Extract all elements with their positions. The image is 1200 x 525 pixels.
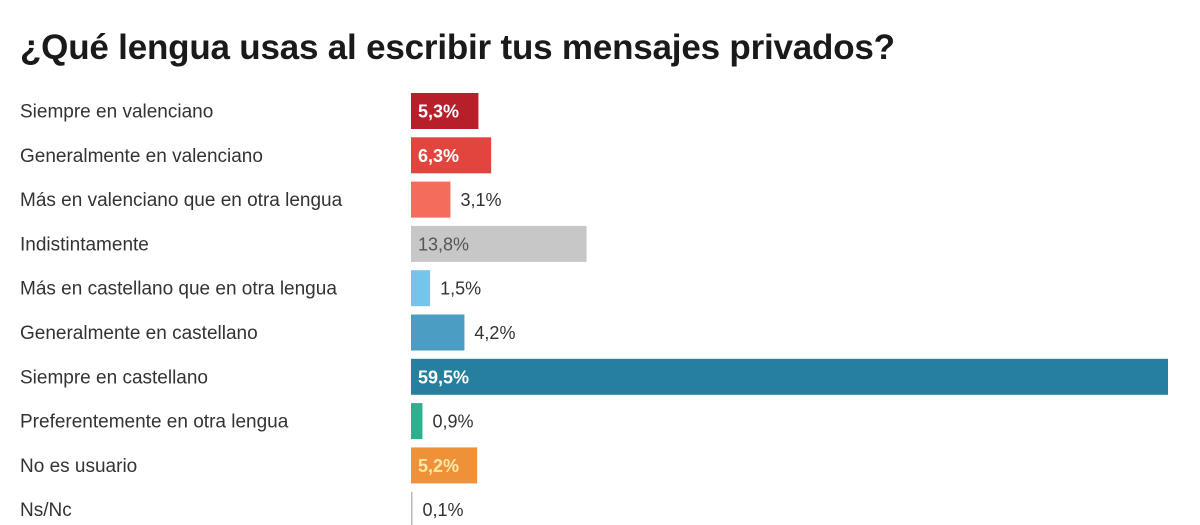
- data-label: 59,5%: [418, 367, 469, 387]
- data-label: 6,3%: [418, 146, 459, 166]
- bar: [411, 491, 413, 525]
- data-label: 3,1%: [460, 190, 501, 210]
- bar: [411, 358, 1168, 395]
- category-label: No es usuario: [20, 456, 137, 477]
- bar: [411, 93, 479, 129]
- category-label: Indistintamente: [20, 234, 149, 255]
- bar: [411, 181, 451, 218]
- bar: [411, 270, 431, 307]
- data-label: 1,5%: [440, 279, 481, 299]
- category-label: Más en valenciano que en otra lengua: [20, 190, 343, 211]
- data-label: 5,2%: [418, 456, 459, 476]
- category-label: Siempre en valenciano: [20, 102, 213, 123]
- category-label: Siempre en castellano: [20, 367, 208, 388]
- data-label: 0,1%: [423, 500, 464, 520]
- bar: [411, 447, 478, 484]
- category-label: Ns/Nc: [20, 500, 72, 521]
- bar: [411, 137, 492, 174]
- data-label: 13,8%: [418, 234, 469, 254]
- category-label: Generalmente en valenciano: [20, 146, 263, 167]
- category-label: Más en castellano que en otra lengua: [20, 279, 337, 300]
- category-label: Preferentemente en otra lengua: [20, 412, 289, 433]
- data-label: 0,9%: [432, 412, 473, 432]
- category-label: Generalmente en castellano: [20, 323, 258, 344]
- bar: [411, 314, 465, 351]
- data-label: 5,3%: [418, 102, 459, 122]
- bar: [411, 403, 423, 440]
- bar: [411, 225, 587, 262]
- data-label: 4,2%: [474, 323, 515, 343]
- chart-title: ¿Qué lengua usas al escribir tus mensaje…: [20, 28, 895, 67]
